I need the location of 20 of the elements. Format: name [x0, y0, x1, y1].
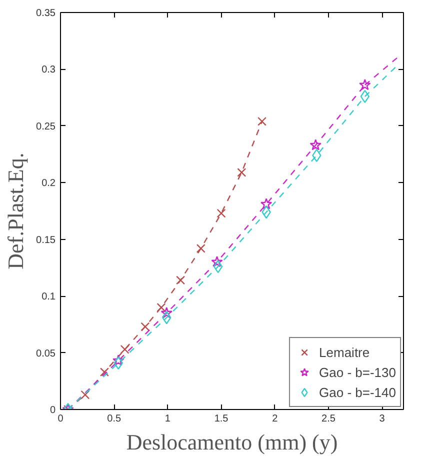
y-tick-label: 0.1 [42, 292, 56, 303]
x-tick-label: 3 [379, 414, 386, 424]
x-tick-label: 1 [164, 414, 171, 424]
y-tick-label: 0.3 [42, 64, 56, 76]
legend-label: Gao - b=-140 [319, 384, 396, 400]
x-tick-label: 2.5 [322, 414, 336, 424]
legend-label: Gao - b=-130 [319, 364, 396, 380]
legend-label: Lemaitre [319, 344, 370, 360]
y-tick-label: 0.35 [36, 8, 56, 19]
y-axis-title: Def.Plast.Eq. [3, 152, 28, 270]
y-tick-label: 0.25 [36, 121, 56, 132]
x-tick-label: 0 [58, 414, 64, 424]
x-tick-label: 0.5 [107, 414, 122, 424]
x-tick-label: 1.5 [214, 414, 229, 424]
y-tick-label: 0.2 [42, 178, 56, 190]
x-axis-title: Deslocamento (mm) (y) [126, 430, 338, 454]
y-tick-label: 0 [50, 405, 56, 416]
x-tick-label: 2 [272, 414, 278, 424]
y-tick-label: 0.05 [36, 348, 56, 360]
y-tick-label: 0.15 [36, 234, 56, 246]
